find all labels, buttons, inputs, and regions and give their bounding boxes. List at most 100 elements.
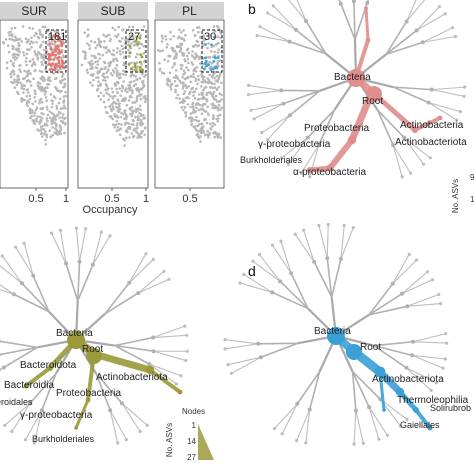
occupancy-point: [195, 102, 198, 106]
occupancy-point: [112, 49, 115, 52]
occupancy-point: [38, 102, 41, 105]
occupancy-point: [47, 33, 51, 37]
core-point: [56, 64, 60, 68]
occupancy-point: [57, 110, 61, 114]
occupancy-point: [31, 27, 34, 30]
tree-leaf-node: [116, 441, 120, 445]
tree-leaf-node: [405, 417, 409, 422]
tree-edge: [416, 13, 446, 31]
tree-node: [151, 335, 156, 340]
occupancy-point: [168, 71, 172, 75]
occupancy-point: [99, 84, 102, 87]
core-point: [130, 67, 134, 70]
tree-leaf-node: [462, 94, 466, 98]
tree-leaf-node: [223, 338, 227, 342]
tree-edge: [412, 341, 447, 344]
core-point: [47, 55, 51, 59]
occupancy-point: [195, 65, 199, 69]
occupancy-point: [51, 102, 54, 105]
occupancy-point: [164, 38, 168, 41]
tree-edge: [305, 20, 327, 55]
occupancy-point: [216, 61, 219, 65]
occupancy-point: [174, 88, 177, 92]
tree-edge: [76, 261, 81, 301]
occupancy-point: [61, 75, 64, 78]
occupancy-point: [182, 101, 185, 105]
occupancy-point: [174, 56, 178, 60]
occupancy-point: [135, 61, 139, 64]
occupancy-point: [15, 83, 19, 87]
occupancy-point: [46, 86, 49, 89]
label-bacteria: Bacteria: [56, 328, 93, 339]
tree-edge: [353, 1, 356, 40]
tree-node: [127, 280, 132, 285]
occupancy-point: [138, 47, 141, 50]
occupancy-point: [28, 111, 32, 115]
occupancy-point: [213, 50, 216, 54]
occupancy-point: [210, 65, 213, 68]
tree-leaf-node: [280, 432, 284, 436]
occupancy-point: [9, 72, 13, 76]
occupancy-point: [41, 63, 44, 67]
core-point: [56, 44, 60, 48]
occupancy-point: [130, 106, 134, 109]
label-burkholderiales: Burkholderiales: [32, 434, 95, 444]
occupancy-point: [119, 53, 122, 56]
tree-node: [312, 259, 317, 264]
occupancy-point: [6, 44, 10, 47]
occupancy-point: [25, 57, 28, 60]
occupancy-point: [31, 110, 34, 114]
occupancy-point: [95, 44, 99, 47]
core-point: [212, 60, 216, 63]
core-point: [138, 36, 142, 40]
occupancy-point: [35, 106, 39, 109]
occupancy-point: [109, 37, 112, 41]
occupancy-point: [207, 56, 210, 59]
occupancy-point: [111, 105, 115, 109]
tree-leaf-node: [304, 441, 308, 445]
occupancy-point: [33, 34, 36, 37]
highlighted-edge: [90, 350, 154, 374]
occupancy-point: [36, 81, 40, 84]
occupancy-point: [213, 82, 216, 86]
occupancy-subplot-pl: PL 30: [154, 2, 225, 189]
legend-nodes-title: Nodes: [182, 407, 205, 416]
occupancy-point: [32, 77, 35, 80]
occupancy-point: [62, 95, 66, 98]
occupancy-point: [220, 81, 223, 85]
tree-edge: [65, 263, 79, 302]
label-bacteria: Bacteria: [334, 72, 371, 83]
occupancy-point: [44, 143, 48, 146]
occupancy-point: [187, 75, 190, 79]
tree-edge: [15, 246, 34, 276]
occupancy-point: [52, 38, 56, 42]
tree-edge: [422, 35, 456, 43]
occupancy-point: [107, 33, 111, 37]
occupancy-point: [61, 34, 65, 38]
tree-leaf-node: [252, 117, 256, 121]
facet-title: SUR: [21, 4, 47, 18]
occupancy-point: [44, 138, 47, 142]
occupancy-point: [38, 122, 41, 125]
occupancy-point: [28, 72, 32, 75]
occupancy-point: [139, 34, 142, 37]
occupancy-point: [30, 36, 33, 39]
occupancy-point: [42, 128, 46, 131]
occupancy-point: [211, 94, 214, 98]
core-count: 181: [48, 31, 66, 43]
tree-edge: [412, 333, 446, 343]
occupancy-point: [37, 36, 41, 40]
occupancy-point: [187, 68, 190, 72]
tree-edge: [353, 410, 357, 445]
tree-leaf-node: [428, 156, 432, 160]
occupancy-point: [46, 124, 49, 127]
occupancy-point: [188, 92, 191, 96]
occupancy-point: [108, 63, 112, 67]
core-point: [57, 61, 61, 65]
occupancy-point: [204, 117, 207, 121]
occupancy-point: [45, 53, 48, 57]
occupancy-point: [109, 60, 113, 64]
occupancy-point: [217, 41, 220, 45]
occupancy-point: [42, 58, 46, 62]
tree-leaf-node: [400, 175, 404, 179]
